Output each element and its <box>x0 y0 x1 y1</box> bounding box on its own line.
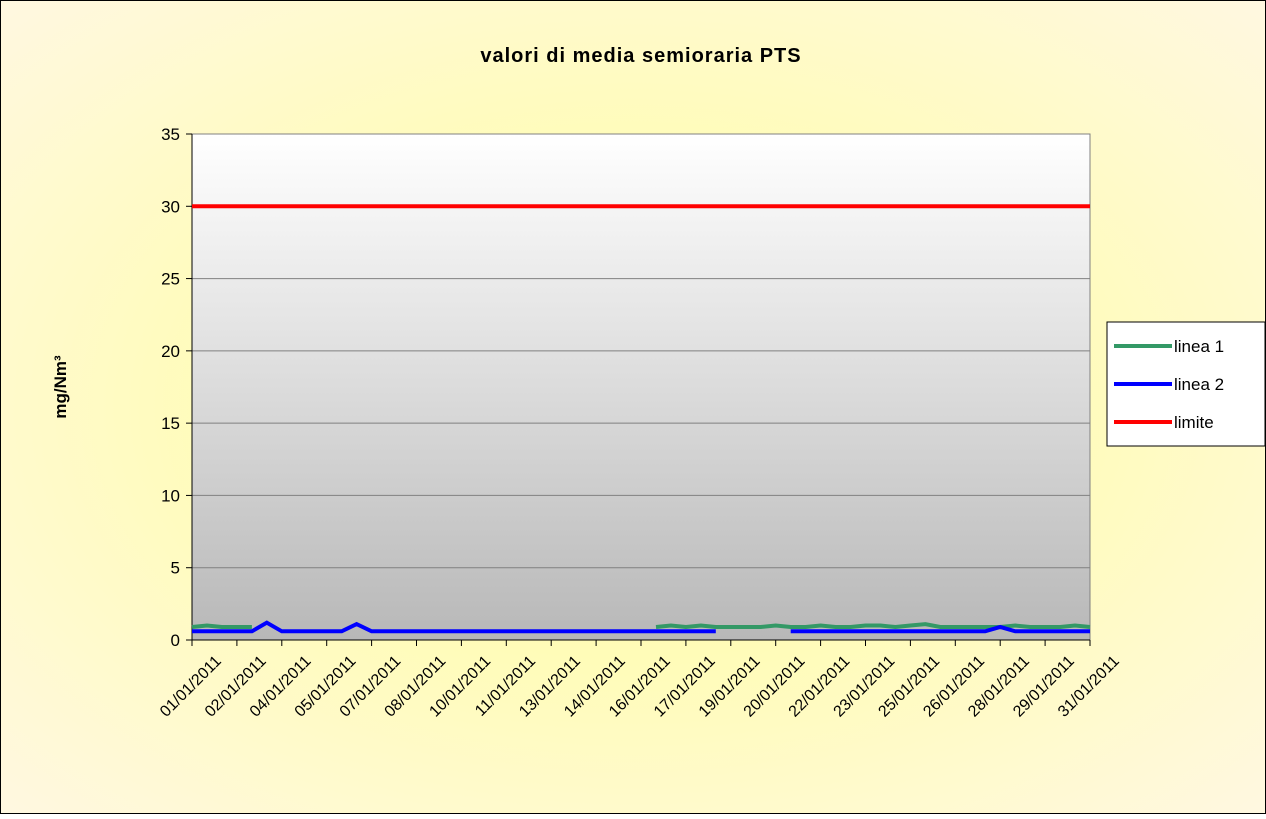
legend-label: linea 1 <box>1174 337 1224 356</box>
plot-area <box>191 133 1091 641</box>
y-tick-label: 10 <box>161 486 180 505</box>
chart-title: valori di media semioraria PTS <box>480 45 801 67</box>
y-tick-label: 25 <box>161 270 180 289</box>
legend-label: linea 2 <box>1174 375 1224 394</box>
y-tick-label: 15 <box>161 414 180 433</box>
legend-label: limite <box>1174 413 1214 432</box>
line-series <box>191 622 1091 630</box>
y-tick-label: 5 <box>171 559 180 578</box>
y-tick-label: 35 <box>161 125 180 144</box>
line-series <box>192 620 1090 634</box>
y-tick-label: 30 <box>161 197 180 216</box>
y-axis-label: mg/Nm³ <box>51 355 70 419</box>
y-tick-label: 0 <box>171 631 180 650</box>
y-tick-label: 20 <box>161 342 180 361</box>
